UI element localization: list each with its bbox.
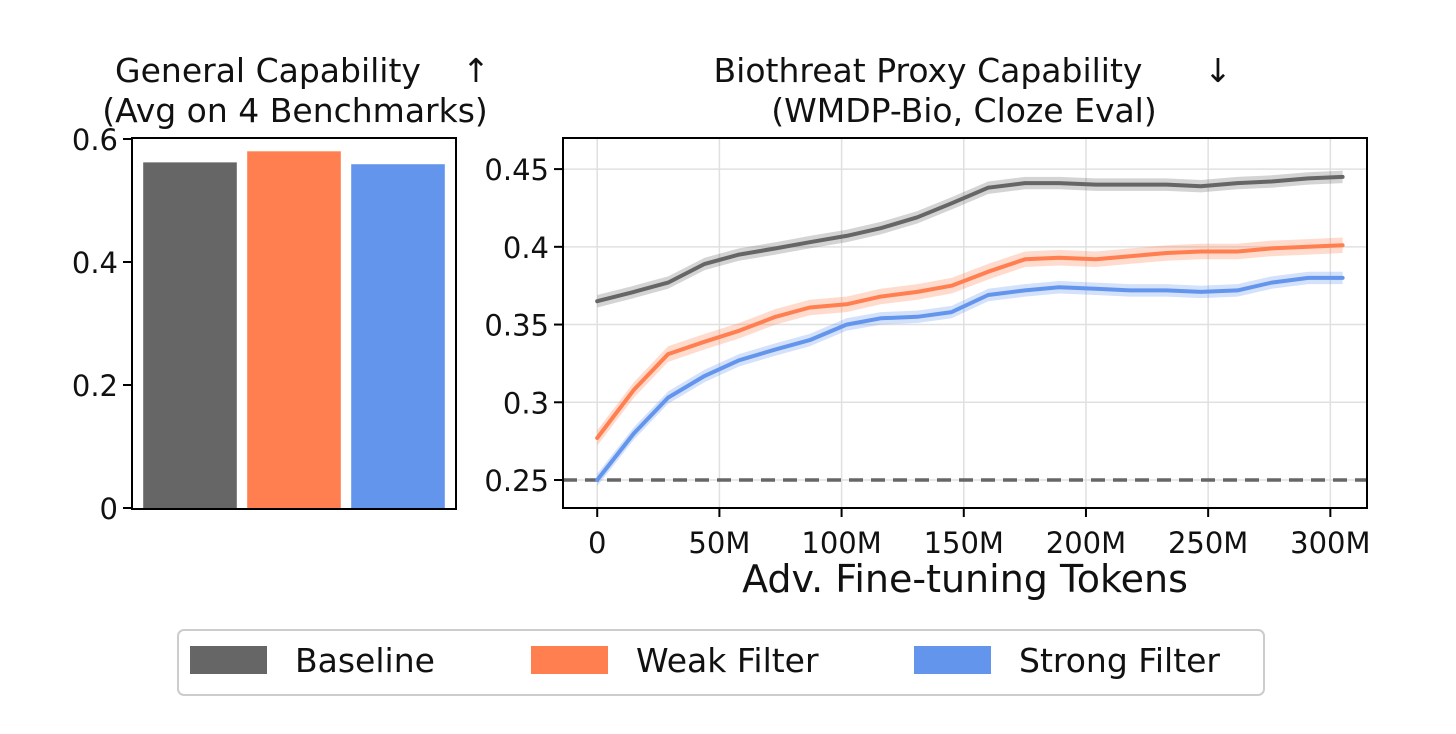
line-title-line2: (WMDP-Bio, Cloze Eval): [771, 91, 1156, 130]
legend: Baseline Weak Filter Strong Filter: [177, 629, 1265, 696]
legend-label-baseline: Baseline: [295, 641, 435, 680]
line-x-tick-label: 200M: [1046, 526, 1126, 560]
band-baseline: [597, 170, 1343, 308]
legend-swatch-strong: [914, 646, 991, 674]
line-title-arrow: ↓: [1204, 51, 1232, 90]
line-y-tick-label: 0.35: [484, 309, 549, 343]
bar-y-tick-label: 0.4: [72, 246, 118, 280]
bar-panel: General Capability ↑ (Avg on 4 Benchmark…: [72, 51, 490, 526]
line-strong: [595, 275, 1345, 482]
bar-title-line2: (Avg on 4 Benchmarks): [102, 91, 488, 130]
line-weak: [595, 243, 1345, 440]
line-y-tick-label: 0.45: [484, 153, 549, 187]
line-x-tick-label: 300M: [1290, 526, 1370, 560]
bar-y-tick-label: 0.2: [72, 369, 118, 403]
line-y-tick-label: 0.3: [503, 386, 549, 420]
legend-label-strong: Strong Filter: [1019, 641, 1220, 680]
bar-baseline: [143, 162, 237, 509]
line-x-tick-label: 100M: [801, 526, 881, 560]
bar-strong: [351, 164, 445, 509]
line-y-ticks: 0.25 0.3 0.35 0.4 0.45: [484, 153, 563, 498]
line-x-tick-label: 50M: [688, 526, 750, 560]
legend-label-weak: Weak Filter: [636, 641, 819, 680]
line-x-tick-label: 150M: [924, 526, 1004, 560]
line-x-tick-label: 250M: [1168, 526, 1248, 560]
line-y-tick-label: 0.25: [484, 464, 549, 498]
legend-swatch-baseline: [190, 646, 267, 674]
bars: [143, 151, 445, 510]
line-baseline: [595, 174, 1345, 304]
bar-weak: [247, 151, 341, 510]
legend-frame: [177, 629, 1265, 696]
line-series: [595, 174, 1345, 482]
line-title-line1: Biothreat Proxy Capability: [714, 51, 1143, 90]
bar-y-tick-label: 0.6: [72, 123, 118, 157]
line-plot-frame: [562, 137, 1368, 509]
line-x-ticks: 0 50M 100M 150M 200M 250M 300M: [588, 508, 1371, 560]
line-x-axis-label: Adv. Fine-tuning Tokens: [742, 557, 1188, 601]
line-y-tick-label: 0.4: [503, 231, 549, 265]
line-panel: Biothreat Proxy Capability ↓ (WMDP-Bio, …: [484, 51, 1370, 601]
bar-title-arrow: ↑: [462, 51, 490, 90]
legend-swatch-weak: [531, 646, 608, 674]
bar-y-tick-label: 0: [100, 492, 118, 526]
bar-y-ticks: 0 0.2 0.4 0.6: [72, 123, 132, 526]
bar-title-line1: General Capability: [115, 51, 421, 90]
bar-plot-frame: [131, 137, 457, 510]
legend-items: Baseline Weak Filter Strong Filter: [190, 641, 1220, 680]
line-confidence-bands: [597, 170, 1343, 487]
line-x-tick-label: 0: [588, 526, 606, 560]
